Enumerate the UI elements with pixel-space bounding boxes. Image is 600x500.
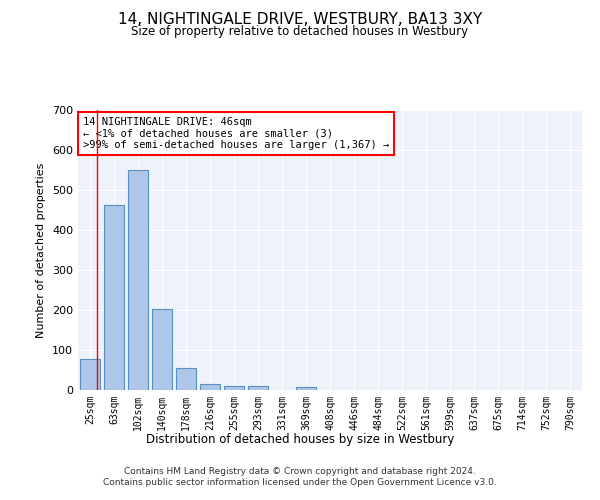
- Bar: [248, 386, 268, 390]
- Text: Distribution of detached houses by size in Westbury: Distribution of detached houses by size …: [146, 432, 454, 446]
- Bar: [152, 309, 172, 390]
- Y-axis label: Number of detached properties: Number of detached properties: [37, 162, 46, 338]
- Text: Size of property relative to detached houses in Westbury: Size of property relative to detached ho…: [131, 25, 469, 38]
- Bar: [176, 368, 196, 390]
- Text: 14, NIGHTINGALE DRIVE, WESTBURY, BA13 3XY: 14, NIGHTINGALE DRIVE, WESTBURY, BA13 3X…: [118, 12, 482, 28]
- Bar: [224, 386, 244, 390]
- Bar: [80, 359, 100, 390]
- Bar: [296, 387, 316, 390]
- Bar: [200, 384, 220, 390]
- Text: 14 NIGHTINGALE DRIVE: 46sqm
← <1% of detached houses are smaller (3)
>99% of sem: 14 NIGHTINGALE DRIVE: 46sqm ← <1% of det…: [83, 117, 389, 150]
- Bar: [128, 170, 148, 390]
- Text: Contains HM Land Registry data © Crown copyright and database right 2024.
Contai: Contains HM Land Registry data © Crown c…: [103, 468, 497, 487]
- Bar: [104, 205, 124, 390]
